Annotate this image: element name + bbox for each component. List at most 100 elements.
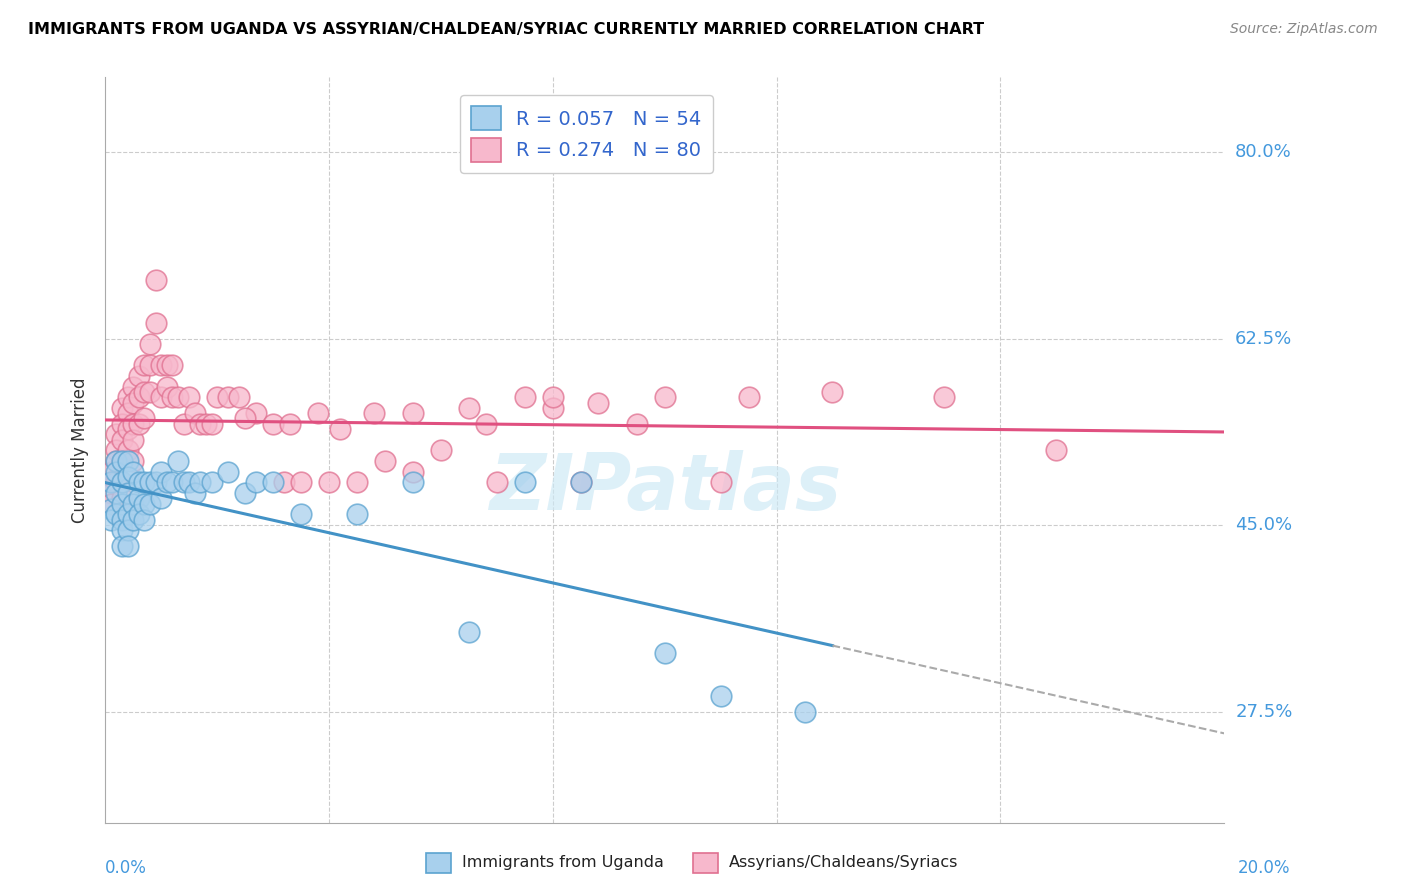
Point xyxy=(117,390,139,404)
Point xyxy=(100,475,122,490)
Point xyxy=(117,406,139,420)
Point xyxy=(111,417,134,431)
Text: ZIPatlas: ZIPatlas xyxy=(488,450,841,525)
Point xyxy=(122,454,145,468)
Point xyxy=(111,433,134,447)
Point xyxy=(262,475,284,490)
Point xyxy=(626,417,648,431)
Point xyxy=(156,379,179,393)
Point xyxy=(134,358,156,372)
Point xyxy=(139,475,162,490)
Point xyxy=(541,390,564,404)
Point xyxy=(128,491,150,506)
Point xyxy=(122,417,145,431)
Point xyxy=(134,497,156,511)
Point xyxy=(194,417,217,431)
Point xyxy=(318,475,340,490)
Point xyxy=(105,475,128,490)
Point xyxy=(128,417,150,431)
Point xyxy=(179,475,201,490)
Point xyxy=(402,475,425,490)
Point xyxy=(145,316,167,330)
Point xyxy=(117,540,139,554)
Point xyxy=(457,624,479,639)
Point xyxy=(100,497,122,511)
Point xyxy=(122,379,145,393)
Point xyxy=(105,465,128,479)
Point xyxy=(307,406,329,420)
Point xyxy=(586,395,609,409)
Point xyxy=(105,443,128,458)
Point xyxy=(569,475,592,490)
Point xyxy=(183,406,205,420)
Point xyxy=(346,508,368,522)
Point xyxy=(188,417,211,431)
Point xyxy=(402,406,425,420)
Point xyxy=(139,358,162,372)
Point xyxy=(122,433,145,447)
Point xyxy=(111,454,134,468)
Point xyxy=(139,384,162,399)
Point xyxy=(111,524,134,538)
Point xyxy=(117,454,139,468)
Point xyxy=(122,513,145,527)
Point xyxy=(329,422,352,436)
Point xyxy=(710,475,733,490)
Point xyxy=(167,454,190,468)
Point xyxy=(150,465,173,479)
Point xyxy=(485,475,508,490)
Point xyxy=(134,475,156,490)
Point xyxy=(200,475,222,490)
Point xyxy=(173,475,195,490)
Point xyxy=(402,465,425,479)
Point xyxy=(100,513,122,527)
Text: Source: ZipAtlas.com: Source: ZipAtlas.com xyxy=(1230,22,1378,37)
Point xyxy=(183,486,205,500)
Point xyxy=(111,540,134,554)
Point xyxy=(128,475,150,490)
Point xyxy=(156,358,179,372)
Point xyxy=(654,646,676,660)
Point xyxy=(111,475,134,490)
Point xyxy=(474,417,496,431)
Point xyxy=(245,406,267,420)
Point xyxy=(122,465,145,479)
Point xyxy=(934,390,956,404)
Point xyxy=(122,395,145,409)
Point xyxy=(430,443,453,458)
Point xyxy=(117,443,139,458)
Point xyxy=(710,689,733,703)
Point xyxy=(111,401,134,415)
Point xyxy=(150,491,173,506)
Point xyxy=(173,417,195,431)
Point xyxy=(167,390,190,404)
Text: 80.0%: 80.0% xyxy=(1236,143,1292,161)
Point xyxy=(162,358,184,372)
Point xyxy=(290,475,312,490)
Point xyxy=(290,508,312,522)
Point xyxy=(513,475,536,490)
Point xyxy=(122,497,145,511)
Point xyxy=(245,475,267,490)
Y-axis label: Currently Married: Currently Married xyxy=(72,377,89,524)
Point xyxy=(793,705,815,719)
Point xyxy=(117,524,139,538)
Point xyxy=(128,390,150,404)
Point xyxy=(139,497,162,511)
Point xyxy=(217,390,239,404)
Point xyxy=(139,337,162,351)
Point xyxy=(111,513,134,527)
Text: IMMIGRANTS FROM UGANDA VS ASSYRIAN/CHALDEAN/SYRIAC CURRENTLY MARRIED CORRELATION: IMMIGRANTS FROM UGANDA VS ASSYRIAN/CHALD… xyxy=(28,22,984,37)
Text: 27.5%: 27.5% xyxy=(1236,703,1292,721)
Point xyxy=(100,475,122,490)
Point xyxy=(821,384,844,399)
Point xyxy=(205,390,228,404)
Point xyxy=(134,513,156,527)
Point xyxy=(111,475,134,490)
Point xyxy=(200,417,222,431)
Point xyxy=(105,454,128,468)
Point xyxy=(105,427,128,442)
Point xyxy=(117,486,139,500)
Point xyxy=(117,470,139,484)
Point xyxy=(100,486,122,500)
